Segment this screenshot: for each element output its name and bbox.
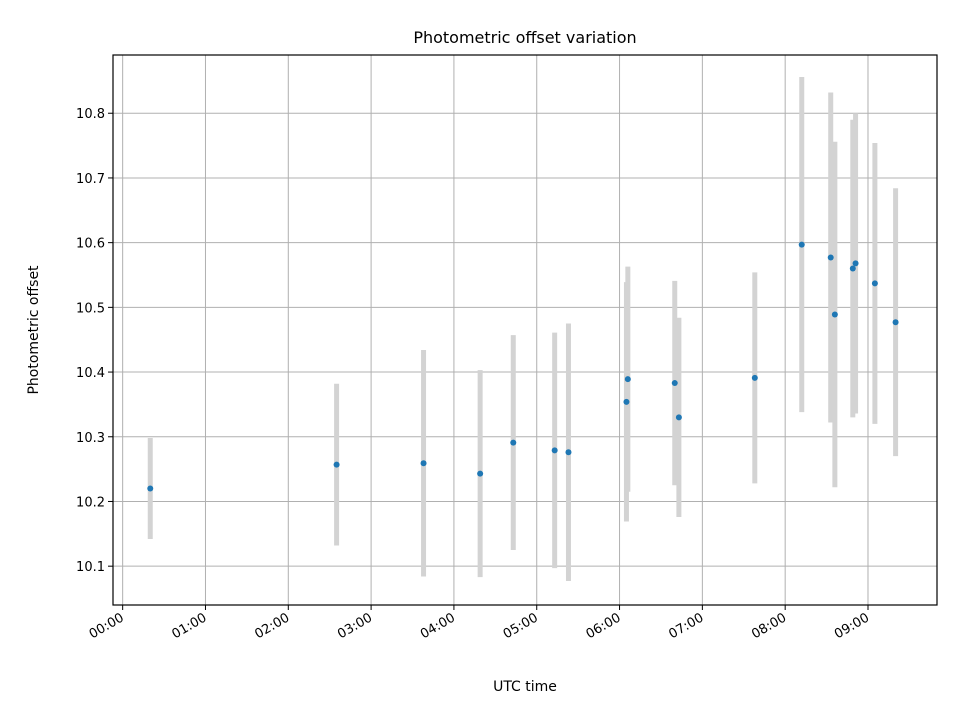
data-point [551,447,558,454]
data-point [420,460,427,467]
data-point [751,374,758,381]
data-point [675,414,682,421]
y-tick-label: 10.1 [76,560,105,575]
data-point [565,449,572,456]
y-tick-label: 10.6 [76,237,105,252]
data-point [852,260,859,267]
y-tick-label: 10.4 [76,366,105,381]
data-point [147,485,154,492]
data-point [477,470,484,477]
y-axis-label: Photometric offset [26,265,42,395]
data-point [849,265,856,272]
y-tick-label: 10.7 [76,172,105,187]
y-tick-label: 10.5 [76,301,105,316]
data-point [831,311,838,318]
data-point [623,398,630,405]
chart-title: Photometric offset variation [413,28,636,47]
y-tick-label: 10.3 [76,431,105,446]
data-point [798,241,805,248]
x-axis-label: UTC time [493,679,557,695]
data-point [827,254,834,261]
data-points [147,241,899,492]
data-point [671,380,678,387]
plot-frame [112,54,938,606]
y-ticks: 10.1 10.2 10.3 10.4 10.5 10.6 10.7 10.8 [76,107,113,575]
data-point [333,461,340,468]
data-point [892,319,899,326]
y-tick-label: 10.8 [76,107,105,122]
data-point [624,376,631,383]
data-point [510,439,517,446]
data-point [871,280,878,287]
y-tick-label: 10.2 [76,495,105,510]
